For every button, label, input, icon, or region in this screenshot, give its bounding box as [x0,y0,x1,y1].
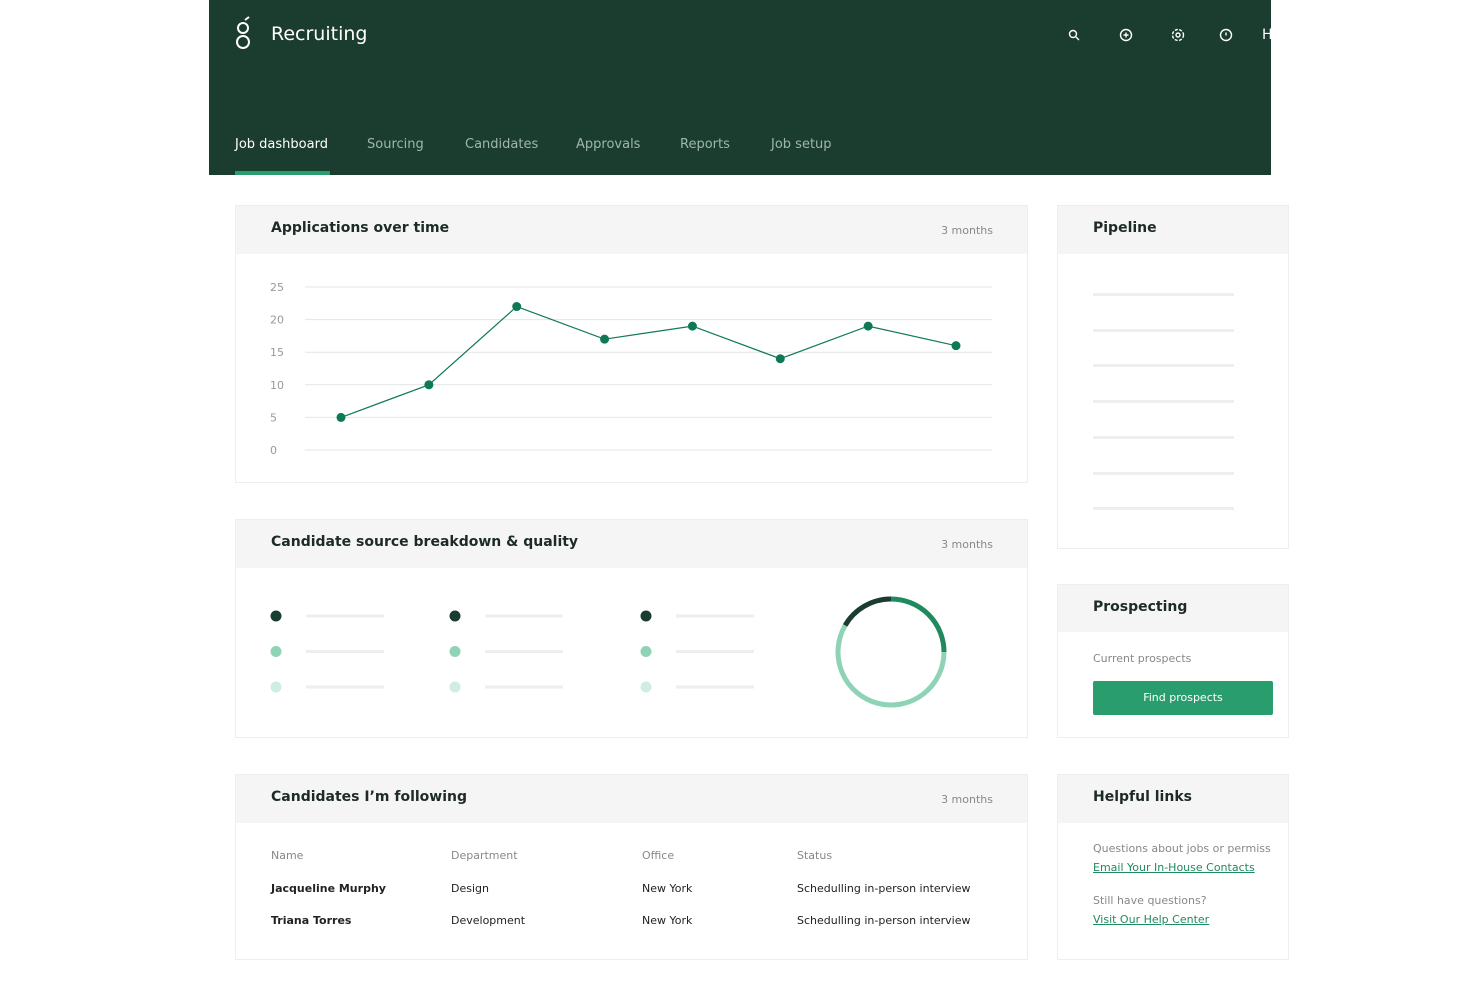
card-title: Candidates I’m following [271,789,468,805]
help-link[interactable]: Visit Our Help Center [1093,913,1210,926]
user-initial[interactable]: H [1262,27,1271,43]
table-cell[interactable]: Triana Torres [271,914,352,927]
card-header [1058,775,1288,823]
column-header: Office [642,849,675,862]
applications-card: Applications over time 3 months [235,205,1028,483]
nav-tab[interactable]: Sourcing [367,137,424,152]
period[interactable]: 3 months [941,793,993,806]
table-cell: Schedulling in-person interview [797,882,971,895]
placeholder-line [1093,507,1234,511]
card-title: Applications over time [271,220,450,236]
table-cell: New York [642,914,693,927]
prospecting-card: Prospecting Current prospects Find prosp… [1057,584,1289,738]
card-header [236,520,1027,568]
links-card: Helpful links Questions about jobs or pe… [1057,774,1289,960]
card-header [236,775,1027,823]
header-icons [1068,28,1233,42]
period[interactable]: 3 months [941,538,993,551]
table-cell[interactable]: Jacqueline Murphy [271,882,386,895]
table-cell: Development [451,914,526,927]
nav-tab[interactable]: Job setup [771,137,832,152]
placeholder-line [1093,400,1234,404]
question: Still have questions? [1093,894,1207,907]
nav-tab[interactable]: Approvals [576,137,641,152]
card-header [1058,585,1288,632]
card-title: Prospecting [1093,599,1188,615]
column-header: Status [797,849,833,862]
card-header [1058,206,1288,254]
period[interactable]: 3 months [941,224,993,237]
column-header: Name [271,849,304,862]
card-title: Candidate source breakdown & quality [271,534,579,550]
question: Questions about jobs or permiss [1093,842,1271,855]
pipeline-card: Pipeline [1057,205,1289,549]
placeholder-line [1093,471,1234,475]
app-title: Recruiting [271,23,368,45]
label: Current prospects [1093,652,1192,665]
nav-tab[interactable]: Job dashboard [235,137,328,152]
card-title: Helpful links [1093,789,1192,805]
table-cell: Schedulling in-person interview [797,914,971,927]
placeholder-line [1093,293,1234,296]
help-link[interactable]: Email Your In-House Contacts [1093,861,1255,874]
source-card: Candidate source breakdown & quality 3 m… [235,519,1028,738]
table-cell: Design [451,882,489,895]
find-prospects-button[interactable]: Find prospects [1093,681,1273,715]
table-cell: New York [642,882,693,895]
card-title: Pipeline [1093,220,1157,236]
placeholder-line [1093,328,1234,332]
column-header: Department [451,849,518,862]
placeholder-line [1093,435,1234,439]
nav-tab[interactable]: Candidates [465,137,539,152]
card-header [236,206,1027,254]
top-bar: Recruiting H Job dashboard Sourcing Candid… [209,0,1271,175]
logo[interactable] [231,16,255,52]
following-card: Candidates I’m following 3 months Name De… [235,774,1028,960]
active-underline [235,171,330,175]
nav-tab[interactable]: Reports [680,137,730,152]
placeholder-line [1093,364,1234,368]
